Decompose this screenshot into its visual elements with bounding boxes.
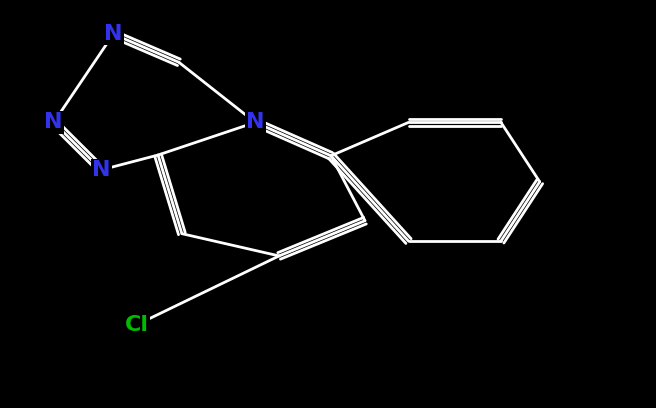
Text: N: N bbox=[45, 112, 63, 133]
Text: N: N bbox=[92, 160, 111, 180]
Text: N: N bbox=[104, 24, 123, 44]
Text: N: N bbox=[246, 112, 264, 133]
Text: Cl: Cl bbox=[125, 315, 149, 335]
